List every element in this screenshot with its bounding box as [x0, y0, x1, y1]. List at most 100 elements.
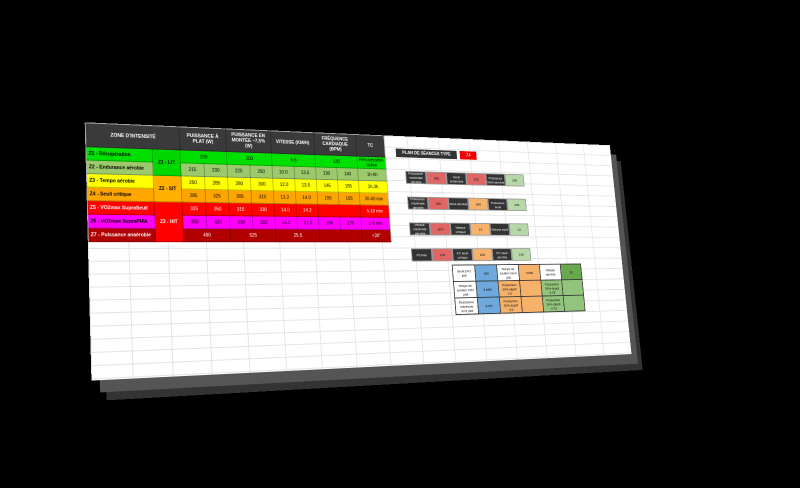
legend-cell: 355 [474, 264, 498, 282]
value-cell: 13.2 [273, 190, 297, 204]
legend-cell: 25 [560, 263, 583, 280]
value-cell: 1-3 min [360, 217, 391, 230]
value-cell: 330 [229, 215, 253, 229]
value-cell: 285 [204, 176, 229, 190]
value-cell: 13.5 [294, 178, 318, 192]
value-cell: 315 [228, 202, 253, 216]
block-cell: FCmax [410, 248, 433, 262]
legend-cell: Production 30% dépôt 0.5 [499, 296, 523, 314]
legend-cell: Vitesse aérobie [539, 264, 562, 281]
value-cell: 25.5 [275, 228, 321, 242]
value-cell: 166 [318, 216, 341, 230]
side-title: PLAN DE SÉANCES TYPE [395, 148, 458, 160]
header-cell: PUISSANCE À PLAT (W) [178, 126, 227, 152]
value-cell: 12.0 [272, 178, 296, 192]
block-cell: 355 [425, 171, 447, 185]
legend-cell [561, 279, 584, 296]
legend-cell: Production 30% dépôt 0.75 [542, 295, 565, 312]
value-cell: 10.0 [272, 165, 295, 179]
block-cell: Puissance seuil aérobie [485, 173, 506, 187]
value-cell: 350 [205, 202, 230, 216]
value-cell: 1h-6h [357, 168, 387, 182]
value-cell: 14.0 [295, 191, 318, 205]
block-cell: 165 [472, 248, 493, 262]
value-cell: 5-10 min [360, 204, 390, 218]
block-row: FCmax 175 FC seuil critique 165 FC seuil aér… [410, 248, 612, 262]
value-cell: 20-60 min [359, 192, 389, 206]
block-cell: 280 [467, 197, 489, 211]
block-cell: 13 [508, 223, 530, 236]
block-cell: Seuil aérobie [447, 197, 469, 211]
block-cell: 230 [506, 198, 527, 212]
zone-row: Z7 - Puissance anaérobie 490 525 25.5 <30'' [87, 227, 392, 242]
value-cell: 1h-3h [358, 180, 388, 194]
block-cell: 325 [465, 172, 487, 186]
header-cell: TC [355, 134, 386, 158]
block-cell: Puissance maximale aérobie [405, 170, 427, 185]
group-label: Z3 - HIT [154, 201, 184, 242]
value-cell: 14.0 [274, 203, 297, 217]
value-cell: 14.2 [296, 203, 319, 217]
block-cell: Vitesse seuil [489, 223, 511, 236]
legend-cell [519, 280, 543, 297]
zone-table: ZONE D'INTENSITÉ PUISSANCE À PLAT (W) PUIS… [85, 122, 392, 242]
group-label: Z2 - SIT [153, 175, 182, 203]
block-cell: 145 [511, 248, 532, 261]
header-cell: PUISSANCE EN MONTÉE ~7,5% (W) [225, 128, 272, 154]
value-cell: Récupération active [356, 156, 387, 170]
block-row: Vitesse maximale aérobie 18.5 Vitesse crit… [408, 222, 609, 236]
value-cell: 325 [181, 202, 207, 216]
legend-cell: Seuil (VT) plat [452, 264, 476, 282]
value-cell: 155 [317, 191, 340, 205]
block-cell: 18.5 [429, 222, 451, 236]
block-row: Puissance maximale aérobie 355 Seuil anaér… [405, 170, 604, 189]
legend-cell: Temps de soutien seuil plat [496, 264, 520, 281]
value-cell: 325 [205, 189, 229, 203]
zone-name: Z7 - Puissance anaérobie [87, 227, 156, 242]
header-cell: FRÉQUENCE CARDIAQUE (BPM) [313, 132, 357, 157]
value-cell: 285 [181, 188, 206, 203]
value-cell: 215 [180, 162, 205, 177]
value-cell: 13.5 [293, 166, 317, 180]
block-cell: 250 [504, 173, 525, 187]
legend-cell: Temps de soutien VO2 plat [453, 281, 478, 298]
block-cell: Vitesse critique [449, 222, 471, 236]
value-cell: 490 [183, 228, 231, 242]
value-cell: 250 [180, 175, 206, 190]
side-panel: PLAN DE SÉANCES TYPE Z4 Puissance maxima… [395, 143, 611, 262]
value-cell: 350 [182, 215, 207, 229]
group-label: Z1 - LIT [152, 148, 181, 176]
legend-table: Seuil (VT) plat 355 Temps de soutien seuil… [452, 263, 586, 315]
value-cell: 355 [252, 215, 276, 229]
value-cell: 525 [230, 228, 277, 242]
legend-cell: Production 20% dépôt 0.5 [497, 280, 521, 297]
value-cell: 300 [250, 177, 274, 191]
value-cell: 330 [251, 203, 275, 217]
value-cell: 140 [336, 167, 359, 181]
side-tag: Z4 [459, 151, 477, 160]
zone-name: Z6 - VO2max SupraPMA [87, 214, 156, 229]
value-cell: 165 [338, 192, 361, 205]
spreadsheet: ZONE D'INTENSITÉ PUISSANCE À PLAT (W) PUIS… [84, 122, 632, 381]
block-cell: Puissance seuil [487, 198, 508, 211]
legend-cell: Résistance maximale VO2 plat [454, 297, 479, 315]
block-cell: FC seuil critique [451, 248, 474, 262]
block-cell: 14 [469, 222, 491, 236]
value-cell: 230 [203, 163, 228, 178]
legend-cell [520, 296, 544, 313]
value-cell: 14.2 [274, 216, 298, 230]
zone-name: Z5 - VO2max SupraSeuil [87, 200, 155, 215]
value-cell: 21.5 [296, 216, 320, 230]
block-row: Puissance maximale aérobie 355 Seuil aérob… [407, 196, 607, 213]
block-cell: Seuil anaérobie [445, 172, 467, 186]
value-cell: 420 [206, 215, 231, 229]
value-cell: 310 [251, 190, 275, 204]
legend-cell: Production 20% dépôt 0.75 [540, 279, 564, 297]
value-cell: 175 [339, 216, 362, 230]
legend-cell [563, 295, 586, 312]
value-cell [319, 229, 363, 242]
value-cell: 155 [337, 179, 360, 193]
value-cell: 250 [249, 164, 273, 179]
value-cell [317, 204, 361, 218]
